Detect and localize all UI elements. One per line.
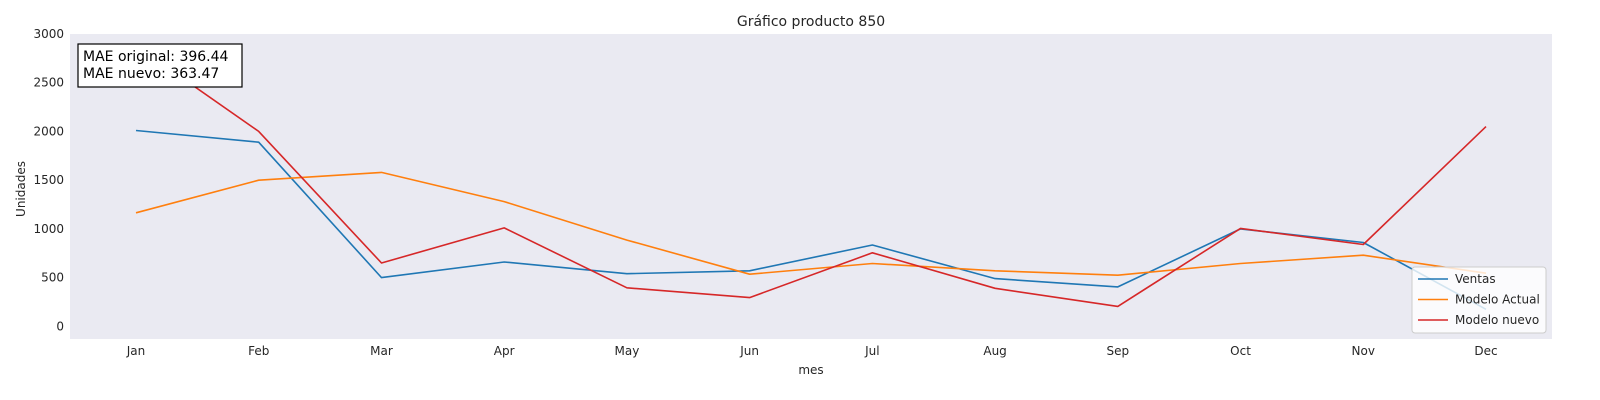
x-axis-ticks: Jan Feb Mar Apr May Jun Jul Aug Sep Oct Nov Dec bbox=[126, 344, 1498, 358]
x-tick-label: Nov bbox=[1352, 344, 1375, 358]
y-tick-label: 2000 bbox=[33, 124, 64, 138]
x-tick-label: May bbox=[615, 344, 640, 358]
x-tick-label: Oct bbox=[1230, 344, 1251, 358]
y-axis-ticks: 0 500 1000 1500 2000 2500 3000 bbox=[33, 27, 64, 333]
x-tick-label: Sep bbox=[1107, 344, 1130, 358]
x-tick-label: Dec bbox=[1474, 344, 1497, 358]
plot-background bbox=[70, 34, 1552, 339]
y-tick-label: 2500 bbox=[33, 76, 64, 90]
x-tick-label: Mar bbox=[370, 344, 393, 358]
x-tick-label: Jan bbox=[126, 344, 146, 358]
x-axis-title: mes bbox=[798, 363, 823, 377]
x-tick-label: Jun bbox=[739, 344, 759, 358]
mae-annotation-box bbox=[77, 43, 243, 88]
legend-label-modelo-nuevo: Modelo nuevo bbox=[1455, 313, 1539, 327]
legend: Ventas Modelo Actual Modelo nuevo bbox=[1411, 266, 1547, 334]
y-tick-label: 0 bbox=[56, 319, 64, 333]
x-tick-label: Apr bbox=[494, 344, 515, 358]
x-tick-label: Feb bbox=[248, 344, 269, 358]
y-axis-title: Unidades bbox=[14, 161, 28, 217]
mae-annotation: MAE original: 396.44 MAE nuevo: 363.47 bbox=[77, 43, 243, 88]
legend-box bbox=[1411, 266, 1547, 334]
legend-label-modelo-actual: Modelo Actual bbox=[1455, 293, 1540, 307]
y-tick-label: 1000 bbox=[33, 222, 64, 236]
series-line-modelo-nuevo bbox=[135, 45, 1487, 308]
x-tick-label: Jul bbox=[864, 344, 879, 358]
series-lines bbox=[135, 45, 1487, 311]
legend-label-ventas: Ventas bbox=[1455, 272, 1496, 286]
mae-original-text: MAE original: 396.44 bbox=[83, 49, 229, 65]
y-tick-label: 1500 bbox=[33, 173, 64, 187]
y-tick-label: 3000 bbox=[33, 27, 64, 41]
x-tick-label: Aug bbox=[983, 344, 1006, 358]
chart-title: Gráfico producto 850 bbox=[737, 14, 885, 30]
y-tick-label: 500 bbox=[41, 271, 64, 285]
series-line-modelo-actual bbox=[135, 171, 1487, 277]
mae-nuevo-text: MAE nuevo: 363.47 bbox=[83, 66, 219, 82]
